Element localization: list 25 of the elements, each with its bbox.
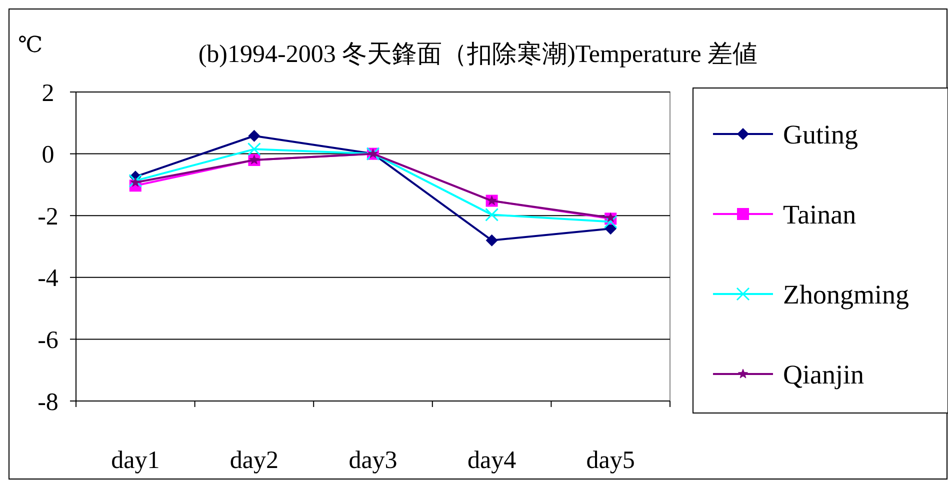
point [606, 212, 616, 222]
y-tick-label: -6 [38, 326, 58, 354]
point [130, 177, 140, 187]
x-tick-label: day1 [111, 447, 160, 474]
y-tick-label: 2 [42, 80, 54, 107]
chart-title: (b)1994-2003 冬天鋒面（扣除寒潮)Temperature 差値 [198, 40, 758, 68]
point [485, 208, 499, 222]
point [247, 142, 261, 156]
x-tick-label: day3 [348, 447, 398, 474]
legend-label: Zhongming [783, 279, 909, 310]
x-tick-label: day4 [467, 447, 517, 474]
legend-label: Qianjin [783, 359, 864, 390]
y-tick-label: -8 [38, 388, 58, 416]
legend-label: Guting [783, 119, 858, 150]
point [128, 174, 142, 188]
y-axis-title: ℃ [18, 32, 43, 57]
point [248, 130, 260, 142]
point [486, 234, 498, 246]
y-tick-label: 0 [42, 142, 54, 169]
x-tick-label: day2 [230, 447, 279, 474]
x-tick-label: day5 [586, 447, 635, 474]
y-tick-label: -4 [38, 265, 59, 292]
y-tick-label: -2 [38, 203, 58, 230]
legend-label: Tainan [783, 199, 857, 230]
point [604, 215, 618, 229]
